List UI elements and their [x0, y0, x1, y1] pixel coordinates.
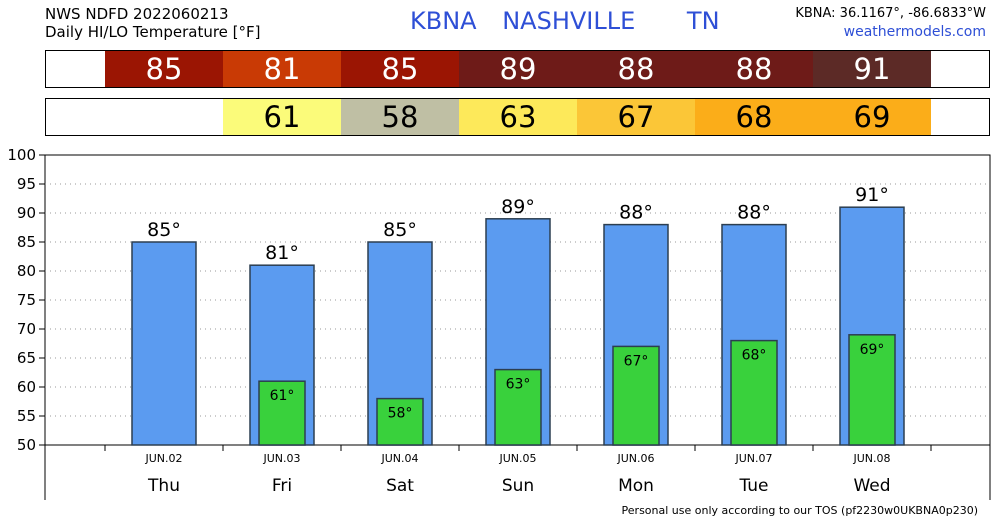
- y-tick-label: 70: [17, 320, 36, 338]
- hi-label: 85°: [383, 219, 417, 241]
- y-tick-label: 65: [17, 349, 36, 367]
- y-tick-label: 80: [17, 262, 36, 280]
- temperature-chart: 50 55 60 65 70 75 80 85 90 95 100 85° JUN.02 Thu 81° 61…: [7, 146, 991, 500]
- header-left: NWS NDFD 2022060213 Daily HI/LO Temperat…: [45, 5, 261, 41]
- footer-note: Personal use only according to our TOS (…: [621, 504, 978, 517]
- day-label: Sun: [502, 476, 534, 496]
- y-tick-label: 50: [17, 436, 36, 454]
- lo_strip-cell: 67: [577, 99, 695, 135]
- lo-label: 61°: [270, 388, 295, 404]
- lo-bar: [258, 380, 306, 446]
- lo-bar: [848, 334, 896, 446]
- station-coords: KBNA: 36.1167°, -86.6833°W: [795, 6, 986, 21]
- y-tick-label: 95: [17, 175, 36, 193]
- lo_strip-cell: 61: [223, 99, 341, 135]
- lo-bar: [376, 397, 424, 446]
- lo-label: 69°: [860, 342, 885, 358]
- lo-bar: [730, 339, 778, 446]
- hi_strip-cell: 85: [341, 51, 459, 87]
- y-tick-label: 60: [17, 378, 36, 396]
- hi-label: 81°: [265, 242, 299, 264]
- lo-label: 63°: [506, 377, 531, 393]
- y-tick-label: 75: [17, 291, 36, 309]
- lo_strip-cell: 69: [813, 99, 931, 135]
- hi-temperature-strip: 85 81 85 89 88 88 91: [45, 50, 990, 88]
- day-label: Sat: [386, 476, 414, 496]
- lo_strip-cell: 58: [341, 99, 459, 135]
- lo_strip-cell: [105, 99, 223, 135]
- hi_strip-cell: 91: [813, 51, 931, 87]
- hi_strip-cell: 88: [577, 51, 695, 87]
- date-label: JUN.06: [616, 452, 654, 465]
- day-label: Thu: [147, 476, 180, 496]
- station-code: KBNA: [410, 7, 477, 35]
- day-label: Tue: [738, 476, 768, 496]
- date-label: JUN.08: [852, 452, 890, 465]
- y-tick-label: 100: [7, 146, 36, 164]
- day-label: Mon: [618, 476, 654, 496]
- lo-label: 68°: [742, 348, 767, 364]
- hi_strip-cell: 81: [223, 51, 341, 87]
- hi-label: 88°: [619, 202, 653, 224]
- date-label: JUN.05: [498, 452, 536, 465]
- hi-bar: [131, 241, 197, 446]
- hi_strip-cell: 85: [105, 51, 223, 87]
- station-city: NASHVILLE: [502, 7, 636, 35]
- lo_strip-cell: 68: [695, 99, 813, 135]
- hi-label: 88°: [737, 202, 771, 224]
- product-id: NWS NDFD 2022060213: [45, 5, 229, 23]
- day-label: Wed: [853, 476, 890, 496]
- station-title: KBNA NASHVILLE TN: [410, 7, 738, 35]
- hi-label: 91°: [855, 184, 889, 206]
- lo-bar: [494, 368, 542, 446]
- date-label: JUN.07: [734, 452, 772, 465]
- lo-temperature-strip: 61 58 63 67 68 69: [45, 98, 990, 136]
- hi_strip-cell: 88: [695, 51, 813, 87]
- lo-label: 58°: [388, 406, 413, 422]
- hi-label: 89°: [501, 196, 535, 218]
- lo-label: 67°: [624, 353, 649, 369]
- chart-subtitle: Daily HI/LO Temperature [°F]: [45, 23, 261, 41]
- y-tick-label: 90: [17, 204, 36, 222]
- day-label: Fri: [272, 476, 292, 496]
- lo-bar: [612, 345, 660, 446]
- hi-label: 85°: [147, 219, 181, 241]
- date-label: JUN.04: [380, 452, 418, 465]
- y-tick-label: 55: [17, 407, 36, 425]
- header-right: KBNA: 36.1167°, -86.6833°W weathermodels…: [795, 5, 986, 41]
- y-tick-label: 85: [17, 233, 36, 251]
- station-state: TN: [686, 7, 720, 35]
- hi_strip-cell: 89: [459, 51, 577, 87]
- date-label: JUN.02: [144, 452, 182, 465]
- lo_strip-cell: 63: [459, 99, 577, 135]
- site-link[interactable]: weathermodels.com: [843, 24, 986, 40]
- date-label: JUN.03: [262, 452, 300, 465]
